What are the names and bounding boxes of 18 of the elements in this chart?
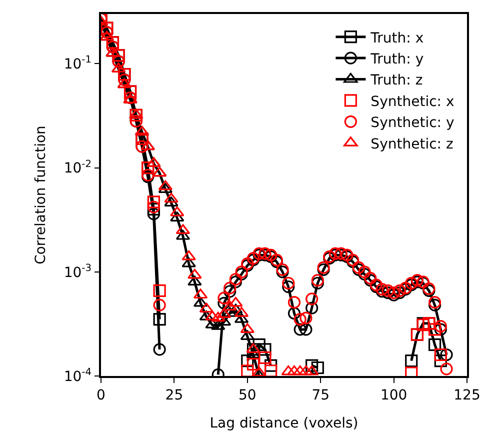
- legend-label: Truth: y: [370, 52, 424, 68]
- y-tick-label: 10$^{-3}$: [64, 262, 92, 281]
- x-tick-label: 75: [312, 388, 330, 404]
- x-tick-label: 25: [165, 388, 184, 404]
- x-axis-title: Lag distance (voxels): [210, 415, 358, 432]
- y-tick-label: 10$^{-2}$: [64, 158, 92, 177]
- y-tick-label: 10$^{-1}$: [64, 54, 92, 73]
- legend-label: Synthetic: z: [370, 136, 454, 152]
- x-tick-label: 125: [454, 388, 480, 404]
- y-tick-label: 10$^{-4}$: [64, 367, 92, 385]
- x-tick-label: 50: [238, 388, 256, 404]
- y-axis-title: Correlation function: [32, 126, 49, 264]
- legend-label: Truth: z: [370, 72, 423, 89]
- legend-label: Synthetic: x: [370, 94, 454, 110]
- x-tick-label: 100: [380, 388, 408, 404]
- x-tick-label: 0: [96, 388, 106, 404]
- legend-label: Truth: x: [370, 30, 424, 46]
- legend-label: Synthetic: y: [370, 115, 454, 132]
